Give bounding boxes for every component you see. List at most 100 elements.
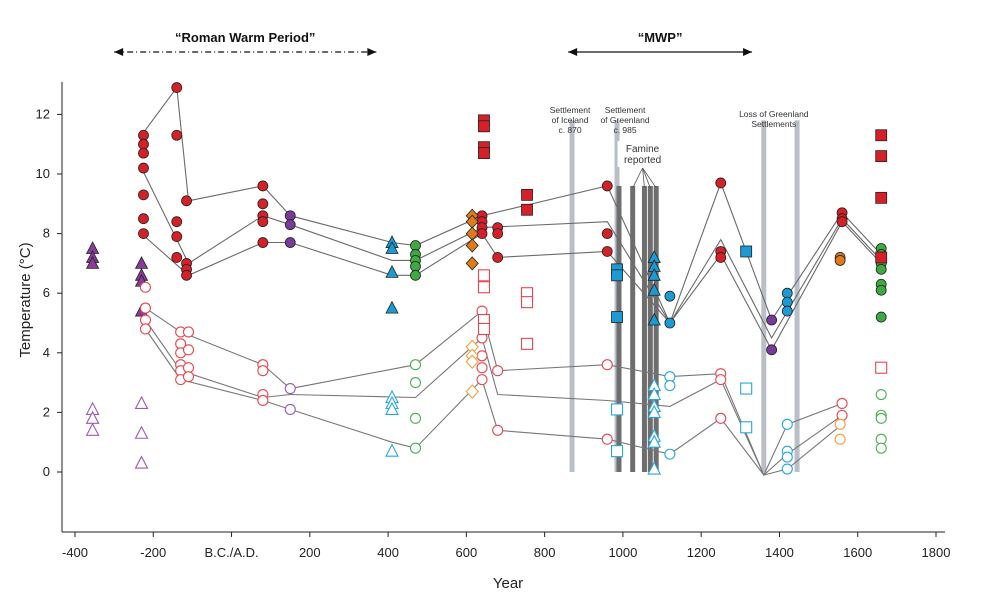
circle-marker: [875, 442, 887, 454]
circle-marker: [601, 180, 613, 192]
famine-pointer: [632, 167, 643, 189]
square-marker: [520, 296, 534, 309]
circle-marker: [171, 129, 183, 141]
circle-marker: [715, 374, 727, 386]
event-label: Settlement: [605, 105, 646, 115]
event-label: of Greenland: [600, 115, 649, 125]
period-label: “Roman Warm Period”: [175, 30, 315, 45]
circle-marker: [492, 365, 504, 377]
circle-marker: [181, 269, 192, 281]
square-marker: [520, 337, 534, 350]
square-marker: [477, 281, 491, 294]
triangle-marker: [134, 425, 149, 439]
period-label: “MWP”: [638, 30, 683, 45]
circle-marker: [601, 359, 613, 371]
circle-marker: [836, 409, 848, 421]
circle-marker: [138, 162, 149, 174]
circle-marker: [257, 198, 269, 210]
circle-marker: [834, 255, 846, 266]
circle-marker: [182, 344, 195, 356]
arrowhead-right: [367, 48, 377, 56]
circle-marker: [257, 365, 269, 377]
circle-marker: [409, 359, 422, 371]
event-bars-layer: [569, 120, 800, 473]
circle-marker: [138, 138, 149, 150]
circle-marker: [601, 228, 613, 240]
diamond-marker: [465, 354, 479, 370]
square-marker: [611, 269, 623, 282]
circle-marker: [781, 305, 793, 317]
square-marker: [875, 150, 888, 163]
event-label: c. 870: [558, 125, 581, 135]
famine-pointer: [642, 167, 657, 189]
circle-marker: [664, 380, 676, 392]
circle-marker: [138, 129, 149, 141]
x-tick-label: 400: [377, 545, 399, 560]
circle-marker: [139, 281, 151, 293]
y-tick-label: 12: [36, 106, 50, 121]
upper-trend-line: [141, 86, 882, 325]
square-marker: [875, 191, 888, 204]
circle-marker: [715, 252, 727, 263]
x-tick-label: 1600: [843, 545, 872, 560]
circle-marker: [138, 228, 149, 240]
square-marker: [521, 203, 533, 216]
triangle-marker: [134, 256, 149, 269]
triangle-marker: [647, 404, 662, 418]
circle-marker: [139, 302, 151, 314]
square-marker: [740, 382, 753, 395]
famine-pointer: [642, 167, 651, 189]
circle-marker: [875, 263, 887, 275]
square-marker: [875, 251, 888, 264]
square-marker: [611, 311, 623, 323]
circle-marker: [409, 377, 422, 389]
circle-marker: [476, 374, 488, 386]
event-label: Famine: [626, 144, 660, 155]
triangle-marker: [385, 401, 399, 415]
diamond-marker: [465, 226, 479, 241]
triangle-marker: [85, 256, 100, 269]
square-marker: [740, 421, 753, 434]
circle-marker: [182, 371, 195, 383]
circle-marker: [181, 195, 192, 207]
square-marker: [478, 147, 490, 160]
circle-marker: [409, 412, 422, 424]
arrowhead-right: [743, 48, 753, 56]
circle-marker: [139, 323, 151, 335]
circle-marker: [171, 216, 183, 228]
circle-marker: [781, 418, 793, 430]
triangle-marker: [647, 434, 662, 448]
circle-marker: [492, 252, 504, 263]
x-tick-label: B.C./A.D.: [204, 545, 258, 560]
upper-trend-line: [141, 167, 882, 340]
arrowhead-left: [114, 48, 124, 56]
square-marker: [477, 269, 491, 282]
y-tick-label: 0: [43, 464, 50, 479]
circle-marker: [257, 237, 269, 248]
circle-marker: [875, 412, 887, 424]
triangle-marker: [134, 395, 149, 410]
event-label: Settlement: [550, 105, 591, 115]
circle-marker: [182, 326, 195, 338]
circle-marker: [410, 260, 421, 272]
famine-pointer: [642, 167, 645, 188]
event-label: reported: [624, 155, 661, 166]
circle-marker: [284, 219, 296, 231]
circle-marker: [781, 451, 793, 463]
circle-marker: [284, 403, 296, 415]
circle-marker: [834, 433, 846, 445]
circle-marker: [781, 287, 793, 299]
circle-marker: [138, 147, 149, 159]
square-marker: [477, 322, 491, 336]
circle-marker: [492, 424, 504, 436]
circle-marker: [664, 317, 676, 329]
x-tick-label: 800: [534, 545, 556, 560]
x-tick-label: 200: [299, 545, 321, 560]
x-tick-label: 1000: [608, 545, 637, 560]
y-tick-label: 2: [43, 404, 50, 419]
event-label: Loss of Greenland: [739, 109, 809, 119]
x-tick-label: -400: [62, 545, 88, 560]
y-axis-title: Temperature (°C): [17, 242, 34, 357]
